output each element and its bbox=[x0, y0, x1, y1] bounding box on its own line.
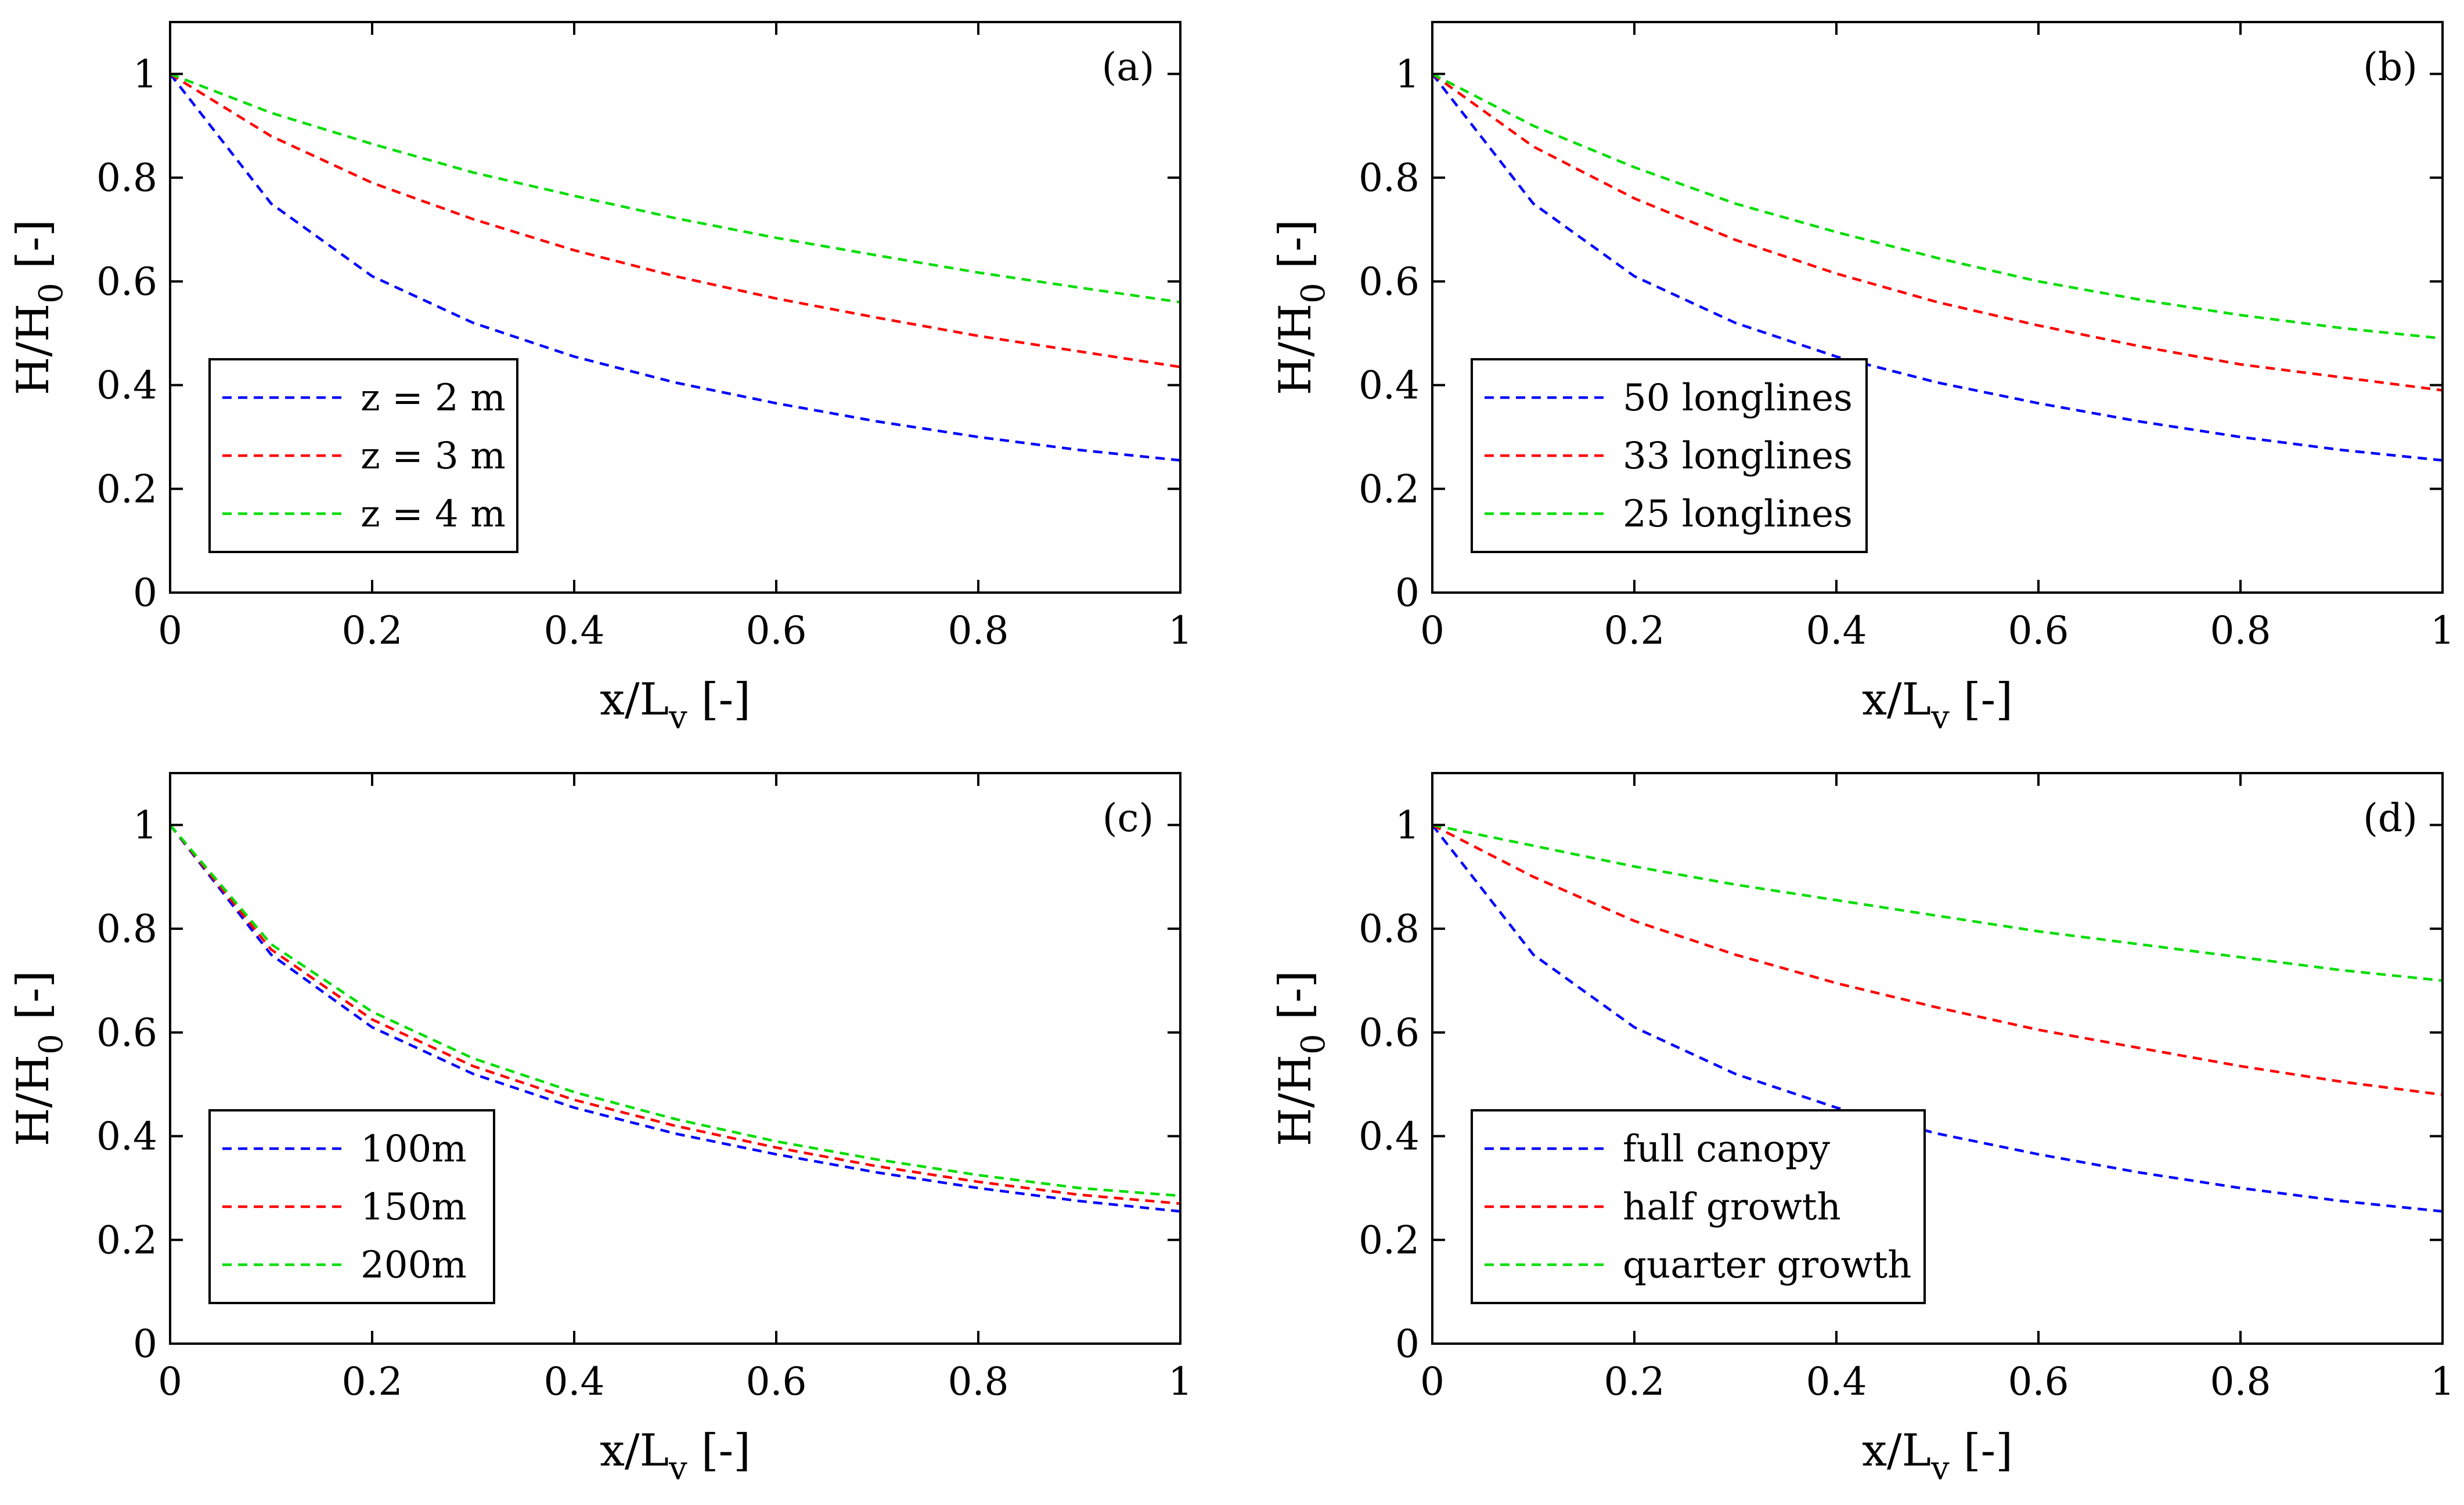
y-tick-label: 0 bbox=[133, 571, 157, 615]
legend: full canopy half growth quarter growth bbox=[1471, 1109, 1926, 1304]
y-axis-label: H/H0 [-] bbox=[1269, 219, 1332, 395]
x-tick-label: 0.2 bbox=[342, 608, 403, 653]
x-tick-label: 1 bbox=[1168, 608, 1193, 653]
x-tick-label: 0.6 bbox=[746, 1359, 807, 1404]
panel-label: (b) bbox=[2363, 45, 2418, 89]
y-tick-label: 0 bbox=[133, 1322, 157, 1366]
x-tick-label: 1 bbox=[1168, 1359, 1193, 1404]
legend-entry: 200m bbox=[361, 1244, 467, 1287]
legend: z = 2 m z = 3 m z = 4 m bbox=[208, 358, 518, 553]
series-line-2 bbox=[169, 73, 1181, 369]
y-tick-label: 0.4 bbox=[1359, 1114, 1420, 1159]
series-line-3 bbox=[169, 824, 1181, 1197]
series-line-2 bbox=[1431, 824, 2443, 1096]
x-tick-label: 1 bbox=[2430, 1359, 2455, 1404]
legend-entry: 25 longlines bbox=[1623, 493, 1853, 536]
x-tick-label: 0.4 bbox=[544, 608, 605, 653]
x-tick-label: 0 bbox=[158, 1359, 182, 1404]
series-line-3 bbox=[1431, 73, 2443, 340]
legend: 100m 150m 200m bbox=[208, 1109, 495, 1304]
x-tick-label: 0.4 bbox=[544, 1359, 605, 1404]
y-tick-label: 1 bbox=[133, 52, 157, 96]
x-tick-label: 0.4 bbox=[1806, 608, 1867, 653]
y-tick-label: 0.8 bbox=[96, 907, 157, 951]
axes-frame bbox=[1431, 772, 2444, 1345]
y-tick-label: 0.8 bbox=[96, 156, 157, 200]
y-tick-label: 1 bbox=[1395, 52, 1420, 96]
legend: 50 longlines 33 longlines 25 longlines bbox=[1471, 358, 1868, 553]
x-tick-label: 0.6 bbox=[2008, 1359, 2069, 1404]
y-tick-label: 0.4 bbox=[1359, 363, 1420, 408]
x-tick-label: 0 bbox=[158, 608, 182, 653]
y-axis-label: H/H0 [-] bbox=[7, 970, 70, 1146]
y-tick-label: 0 bbox=[1395, 571, 1420, 615]
chart-panel-1: 0 0.2 0.4 0.6 0.8 1 0 0.2 0.4 0.6 0.8 1 x/Lv [-] H/H0… bbox=[7, 21, 1193, 737]
legend-entry: 33 longlines bbox=[1623, 435, 1853, 478]
y-tick-label: 0.8 bbox=[1359, 907, 1420, 951]
x-tick-label: 0 bbox=[1420, 608, 1444, 653]
y-tick-label: 0.2 bbox=[1359, 1218, 1420, 1262]
x-tick-label: 0.2 bbox=[1604, 1359, 1665, 1404]
x-tick-label: 0 bbox=[1420, 1359, 1444, 1404]
axes-frame bbox=[169, 21, 1181, 594]
series-line-2 bbox=[1431, 73, 2443, 392]
y-axis-label: H/H0 [-] bbox=[1269, 970, 1332, 1146]
legend-entry: z = 4 m bbox=[361, 493, 506, 536]
x-tick-label: 0.8 bbox=[948, 1359, 1009, 1404]
legend-entry: 100m bbox=[361, 1128, 467, 1171]
y-tick-label: 1 bbox=[1395, 803, 1420, 847]
legend-entry: 150m bbox=[361, 1186, 467, 1229]
y-tick-label: 0.2 bbox=[96, 1218, 157, 1262]
series-line-3 bbox=[1432, 824, 2443, 982]
legend-entry: z = 3 m bbox=[361, 435, 506, 478]
panel-label: (d) bbox=[2363, 796, 2418, 840]
legend-entry: z = 2 m bbox=[361, 377, 506, 420]
x-axis-label: x/Lv [-] bbox=[600, 673, 751, 737]
legend-entry: 50 longlines bbox=[1623, 377, 1853, 420]
series-line-3 bbox=[170, 73, 1181, 304]
y-axis-label: H/H0 [-] bbox=[7, 219, 70, 395]
y-tick-label: 0.6 bbox=[1359, 1010, 1420, 1055]
chart-panel-2: 0 0.2 0.4 0.6 0.8 1 0 0.2 0.4 0.6 0.8 1 x/Lv [-] H/H0… bbox=[1269, 21, 2455, 737]
panel-label: (a) bbox=[1102, 45, 1155, 89]
x-tick-label: 0.2 bbox=[1604, 608, 1665, 653]
y-tick-label: 0.6 bbox=[1359, 259, 1420, 304]
x-tick-label: 0.6 bbox=[2008, 608, 2069, 653]
chart-panel-4: 0 0.2 0.4 0.6 0.8 1 0 0.2 0.4 0.6 0.8 1 x/Lv [-] H/H0… bbox=[1269, 772, 2455, 1488]
x-tick-label: 0.8 bbox=[948, 608, 1009, 653]
legend-entry: half growth bbox=[1623, 1186, 1841, 1229]
y-tick-label: 0 bbox=[1395, 1322, 1420, 1366]
x-tick-label: 0.8 bbox=[2210, 1359, 2271, 1404]
y-tick-label: 0.6 bbox=[96, 1010, 157, 1055]
y-tick-label: 0.2 bbox=[96, 467, 157, 511]
series-line-2 bbox=[169, 824, 1181, 1205]
legend-entry: full canopy bbox=[1623, 1128, 1830, 1171]
axes-frame bbox=[1431, 21, 2444, 594]
x-tick-label: 1 bbox=[2430, 608, 2455, 653]
x-tick-label: 0.4 bbox=[1806, 1359, 1867, 1404]
x-tick-label: 0.6 bbox=[746, 608, 807, 653]
y-tick-label: 0.4 bbox=[96, 363, 157, 408]
x-axis-label: x/Lv [-] bbox=[1862, 1424, 2013, 1488]
y-tick-label: 0.2 bbox=[1359, 467, 1420, 511]
y-tick-label: 0.6 bbox=[96, 259, 157, 304]
chart-panel-3: 0 0.2 0.4 0.6 0.8 1 0 0.2 0.4 0.6 0.8 1 x/Lv [-] H/H0… bbox=[7, 772, 1193, 1488]
x-axis-label: x/Lv [-] bbox=[600, 1424, 751, 1488]
panel-label: (c) bbox=[1103, 796, 1154, 840]
y-tick-label: 1 bbox=[133, 803, 157, 847]
y-tick-label: 0.8 bbox=[1359, 156, 1420, 200]
y-tick-label: 0.4 bbox=[96, 1114, 157, 1159]
axes-frame bbox=[169, 772, 1181, 1345]
x-tick-label: 0.2 bbox=[342, 1359, 403, 1404]
x-tick-label: 0.8 bbox=[2210, 608, 2271, 653]
legend-entry: quarter growth bbox=[1623, 1244, 1911, 1287]
x-axis-label: x/Lv [-] bbox=[1862, 673, 2013, 737]
